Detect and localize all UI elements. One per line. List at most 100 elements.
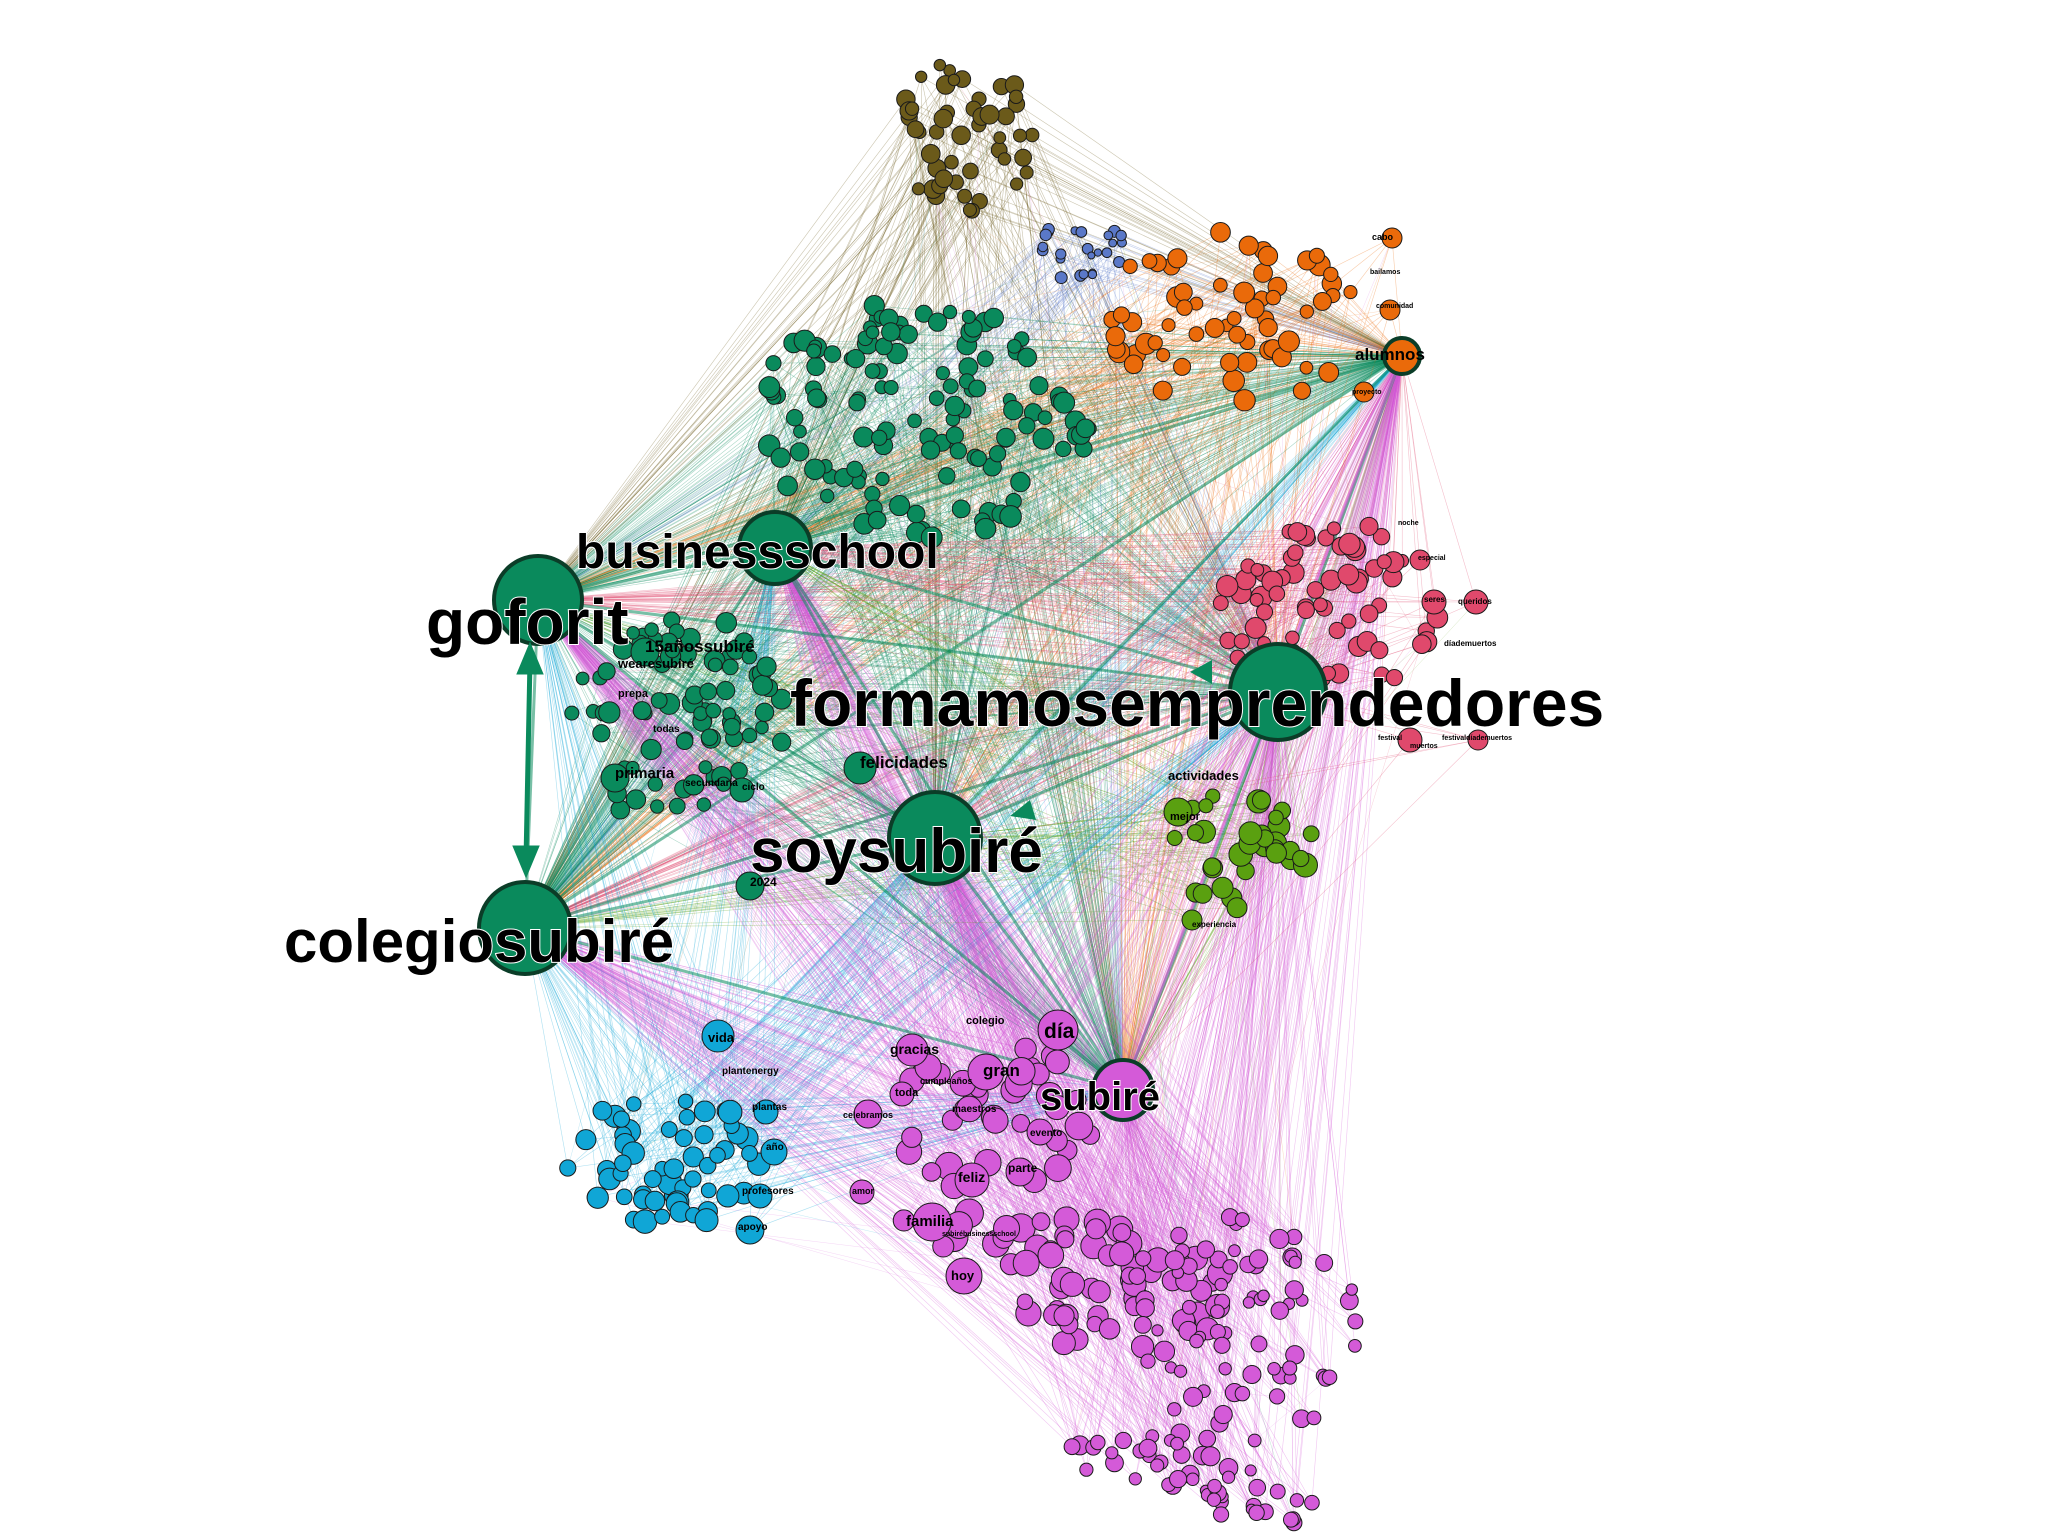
edge: [1122, 303, 1197, 1091]
edge: [1122, 354, 1136, 1091]
node-label: cabo: [1372, 232, 1394, 242]
node: [694, 1125, 714, 1145]
edge: [936, 398, 1208, 1329]
edge: [1229, 355, 1403, 363]
edge: [964, 196, 1279, 693]
edge: [915, 128, 1403, 357]
edge: [908, 110, 936, 839]
edge: [942, 355, 1403, 374]
edge: [1122, 355, 1164, 1091]
edge: [934, 428, 1086, 839]
node: [1151, 1324, 1164, 1337]
edge: [869, 327, 1124, 1091]
edge: [659, 355, 1403, 701]
node: [944, 154, 959, 170]
node-label: proyecto: [1352, 389, 1382, 396]
edge: [1058, 401, 1411, 741]
edge: [872, 355, 1403, 495]
edge: [874, 305, 1403, 357]
edge: [934, 482, 1021, 839]
node: [1209, 1304, 1225, 1320]
edge: [896, 353, 936, 839]
node: [1306, 1410, 1322, 1426]
edge: [1277, 255, 1318, 693]
node: [772, 732, 792, 752]
node: [907, 413, 922, 429]
edge: [537, 420, 1076, 601]
node: [1268, 809, 1284, 826]
edge: [916, 513, 1279, 693]
node: [1063, 1438, 1081, 1456]
node: [730, 762, 748, 780]
edge: [537, 349, 1270, 601]
edge: [832, 353, 1279, 693]
edge: [537, 435, 955, 601]
node: [1044, 1049, 1070, 1075]
node: [1031, 1212, 1051, 1232]
node: [993, 131, 1007, 145]
node: [1093, 248, 1103, 257]
node: [1285, 630, 1300, 646]
edge: [1033, 355, 1403, 413]
node: [1053, 391, 1076, 414]
edge: [937, 322, 1124, 1091]
node-label: subirébusinessschool: [942, 1231, 1016, 1238]
edge: [1014, 84, 1403, 357]
edge: [1246, 362, 1279, 693]
edge: [1115, 336, 1124, 1091]
edge: [774, 381, 968, 549]
node: [693, 1100, 716, 1123]
node: [1037, 410, 1053, 426]
node: [1345, 1283, 1358, 1296]
node: [947, 73, 961, 87]
edge: [537, 311, 951, 601]
edge: [1261, 298, 1279, 693]
edge: [645, 713, 936, 839]
node: [1244, 1464, 1257, 1477]
edge: [537, 134, 1033, 601]
node: [1115, 229, 1127, 242]
node-label: feliz: [958, 1169, 985, 1185]
edge: [582, 678, 1124, 1091]
node: [1078, 269, 1089, 280]
edge: [855, 358, 1124, 1091]
edge: [934, 84, 946, 839]
edge: [934, 346, 1015, 839]
edge: [1013, 501, 1124, 1091]
node: [640, 738, 662, 761]
node: [1169, 1469, 1188, 1489]
edge: [537, 135, 962, 601]
hub-label-goforit: goforit: [426, 586, 629, 658]
edge: [524, 325, 1227, 929]
edge: [774, 189, 934, 549]
edge: [600, 677, 1279, 693]
node: [626, 626, 640, 640]
edge: [1085, 428, 1124, 1091]
node: [1207, 1478, 1222, 1494]
node: [942, 378, 959, 395]
node: [1128, 1472, 1142, 1486]
node: [1304, 1494, 1320, 1511]
node: [741, 1144, 758, 1162]
edge: [793, 342, 1279, 693]
node: [933, 108, 954, 129]
edge: [1080, 434, 1279, 693]
node: [709, 1147, 726, 1164]
edge: [1088, 428, 1279, 693]
node: [700, 1182, 717, 1199]
edge: [883, 346, 1124, 1091]
edge: [999, 137, 1124, 1091]
edge: [787, 485, 1124, 1091]
node: [1123, 354, 1144, 375]
node: [823, 345, 842, 363]
node: [1196, 1240, 1215, 1259]
edge: [582, 678, 1279, 693]
edge: [537, 436, 929, 601]
node: [819, 488, 835, 504]
node: [1014, 148, 1033, 167]
node: [1173, 357, 1192, 376]
edge: [794, 417, 936, 839]
node-label: díademuertos: [1444, 639, 1497, 648]
edge: [1122, 364, 1134, 1091]
edge: [1268, 350, 1279, 693]
